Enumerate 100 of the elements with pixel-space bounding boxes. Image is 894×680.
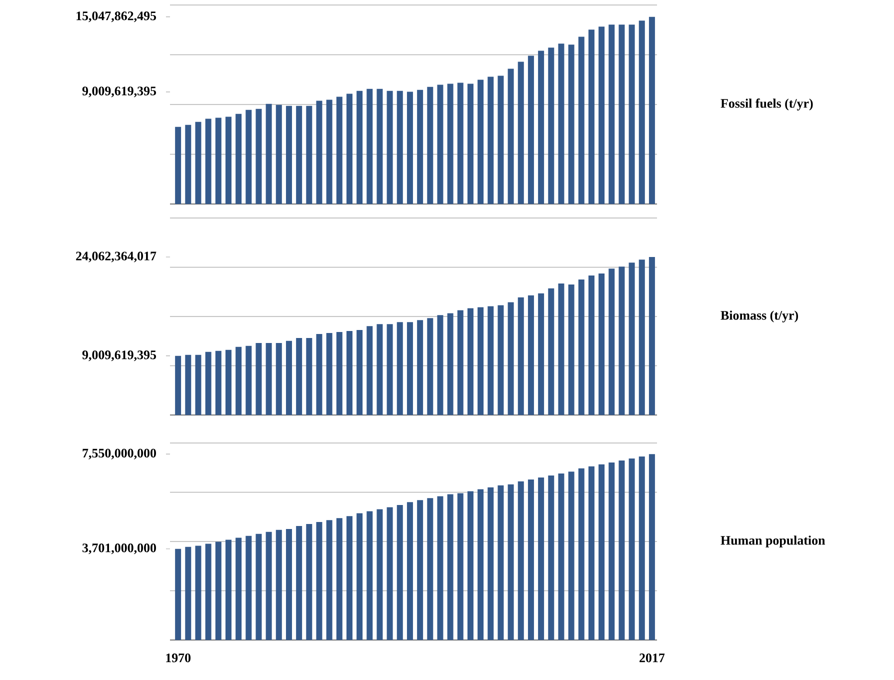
y-axis-title: Human population (720, 536, 826, 548)
bar (175, 126, 182, 204)
bar (528, 56, 534, 204)
bar (266, 104, 272, 204)
bar (437, 84, 444, 204)
bar (256, 534, 262, 640)
x-tick-label: 1970 (166, 654, 191, 662)
bar (518, 481, 524, 640)
bar (346, 331, 352, 415)
bar (256, 342, 262, 415)
bar (588, 30, 594, 204)
bar (276, 342, 282, 415)
bar (538, 477, 544, 640)
bar (296, 526, 302, 640)
bar (417, 320, 424, 415)
bar (648, 454, 655, 640)
bar (306, 524, 312, 640)
bar (488, 306, 494, 415)
bar (488, 487, 494, 640)
bar (215, 542, 222, 640)
bar (256, 108, 262, 204)
bar (396, 90, 403, 204)
y-tick-label: 9,009,619,395 (82, 86, 156, 98)
bar (608, 462, 615, 640)
bar (406, 502, 413, 640)
bar (205, 352, 212, 415)
bar (568, 284, 574, 415)
bar (396, 322, 403, 415)
bar (205, 118, 212, 204)
y-axis-title: Biomass (t/yr) (720, 310, 798, 322)
bar (316, 100, 322, 204)
bar (195, 354, 202, 415)
bar (236, 114, 242, 204)
bar (356, 513, 363, 640)
bar (246, 346, 252, 415)
bar (175, 548, 182, 640)
bar (508, 302, 514, 415)
bar (528, 479, 534, 640)
bar (185, 124, 192, 204)
bar (195, 122, 202, 204)
bar (437, 496, 444, 640)
bar (427, 498, 434, 640)
bar (185, 354, 192, 415)
bar (286, 528, 292, 640)
bar (508, 484, 514, 640)
y-tick-label: 24,062,364,017 (76, 252, 156, 262)
bar (376, 509, 383, 640)
bar (225, 540, 232, 640)
bar (296, 338, 302, 415)
y-axis-title: Fossil fuels (t/yr) (720, 98, 813, 110)
bar (386, 90, 393, 204)
bar (316, 334, 322, 415)
bar (548, 48, 554, 204)
bar (638, 456, 645, 640)
bar (628, 262, 635, 415)
bar (628, 458, 635, 640)
bar (648, 16, 655, 204)
bar (598, 274, 605, 415)
bar (427, 86, 434, 204)
bar (558, 283, 564, 415)
bar (326, 520, 332, 640)
bar (276, 104, 282, 204)
bar (508, 68, 514, 204)
bar (396, 505, 403, 640)
bar (215, 118, 222, 204)
bar (386, 324, 393, 415)
bar (457, 82, 464, 204)
bar (236, 538, 242, 640)
bar (538, 293, 544, 415)
bar (296, 106, 302, 204)
bar (478, 80, 484, 204)
y-tick-label: 3,701,000,000 (82, 544, 156, 554)
bar (638, 260, 645, 415)
bar (225, 350, 232, 415)
bar (478, 489, 484, 640)
bar (488, 76, 494, 204)
bar (266, 342, 272, 415)
bar (447, 494, 454, 640)
bar (548, 288, 554, 415)
y-tick-label: 15,047,862,495 (76, 12, 156, 22)
bar (417, 500, 424, 640)
bar (266, 532, 272, 640)
bar (568, 472, 574, 640)
bar (578, 279, 584, 415)
bar (366, 326, 373, 415)
bar (608, 268, 615, 415)
bar (316, 522, 322, 640)
bar (286, 106, 292, 204)
bar (356, 90, 363, 204)
bar (376, 88, 383, 204)
bar (336, 332, 342, 415)
bar (618, 24, 625, 204)
bar (336, 518, 342, 640)
bar (528, 295, 534, 415)
bar (175, 356, 182, 415)
bar (558, 44, 564, 204)
bar (306, 338, 312, 415)
bar (498, 76, 504, 204)
bar (346, 516, 352, 640)
bar (276, 530, 282, 640)
